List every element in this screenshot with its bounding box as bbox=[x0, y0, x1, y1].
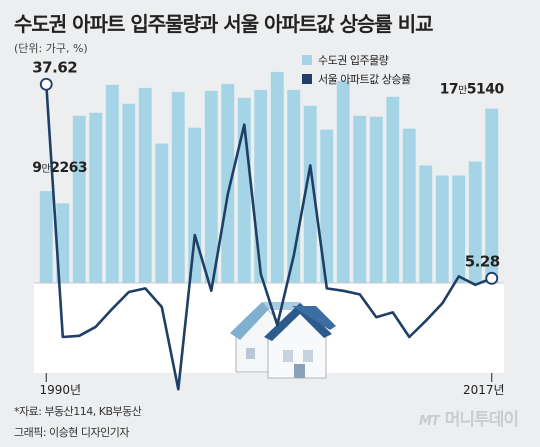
data-label-bar-last-big: 17 bbox=[440, 82, 458, 98]
unit-label: (단위: 가구, %) bbox=[14, 42, 88, 55]
legend-swatch-line bbox=[302, 73, 312, 84]
bar-1995 bbox=[122, 103, 136, 283]
bar-2009 bbox=[353, 115, 367, 284]
brand-mt: MT bbox=[418, 414, 440, 429]
bar-2006 bbox=[303, 105, 317, 283]
bar-2014 bbox=[435, 175, 449, 283]
bar-1999 bbox=[188, 127, 202, 283]
data-label-bar-first-unit: 만 bbox=[42, 163, 51, 175]
brand-name: 머니투데이 bbox=[444, 410, 519, 430]
data-label-bar-first-rest: 2263 bbox=[50, 160, 87, 176]
bar-1996 bbox=[138, 87, 152, 284]
line-series bbox=[45, 84, 493, 391]
bar-1997 bbox=[155, 143, 169, 283]
legend-label-bars: 수도권 입주물량 bbox=[318, 53, 389, 67]
data-label-bar-last-rest: 5140 bbox=[467, 82, 505, 98]
legend-swatch-bars bbox=[302, 54, 312, 65]
bar-1993 bbox=[89, 112, 103, 283]
data-label-line-first: 37.62 bbox=[32, 58, 77, 76]
bar-2001 bbox=[221, 83, 235, 284]
legend-label-line: 서울 아파트값 상승률 bbox=[318, 72, 411, 86]
bar-2012 bbox=[402, 128, 416, 283]
bar-2013 bbox=[419, 165, 433, 283]
legend: 수도권 입주물량 서울 아파트값 상승률 bbox=[302, 50, 411, 88]
legend-item-bars: 수도권 입주물량 bbox=[302, 50, 411, 69]
line-point-last bbox=[485, 271, 499, 285]
bar-2004 bbox=[270, 71, 284, 284]
bar-2011 bbox=[386, 96, 400, 283]
source-note: *자료: 부동산114, KB부동산 bbox=[14, 405, 142, 418]
house-illustration bbox=[230, 302, 336, 379]
data-label-bar-last: 17만5140 bbox=[440, 82, 505, 98]
bar-2007 bbox=[320, 129, 334, 283]
data-label-bar-last-unit: 만 bbox=[458, 85, 467, 97]
bar-2010 bbox=[369, 116, 383, 283]
line-point-first bbox=[39, 77, 53, 91]
bar-1990 bbox=[39, 191, 53, 283]
x-tick-label-first: 1990년 bbox=[39, 383, 81, 397]
x-tick-label-last: 2017년 bbox=[463, 383, 505, 397]
bar-1991 bbox=[56, 203, 70, 283]
data-label-line-last: 5.28 bbox=[465, 252, 500, 270]
bar-1998 bbox=[171, 91, 185, 284]
bar-2016 bbox=[468, 161, 482, 283]
bar-2017 bbox=[485, 108, 499, 283]
brand-logo: MT 머니투데이 bbox=[418, 405, 519, 430]
legend-item-line: 서울 아파트값 상승률 bbox=[302, 69, 411, 88]
chart-title: 수도권 아파트 입주물량과 서울 아파트값 상승률 비교 bbox=[14, 12, 434, 36]
bar-2015 bbox=[452, 175, 466, 283]
data-label-bar-first-big: 9 bbox=[32, 160, 41, 176]
bar-2008 bbox=[336, 80, 350, 284]
data-label-bar-first: 9만2263 bbox=[32, 160, 87, 176]
bar-2003 bbox=[254, 89, 268, 284]
bar-2000 bbox=[204, 90, 218, 284]
bar-series bbox=[39, 71, 499, 284]
bar-1994 bbox=[105, 84, 119, 284]
bar-1992 bbox=[72, 115, 86, 284]
credit-note: 그래픽: 이승현 디자인기자 bbox=[14, 426, 130, 439]
